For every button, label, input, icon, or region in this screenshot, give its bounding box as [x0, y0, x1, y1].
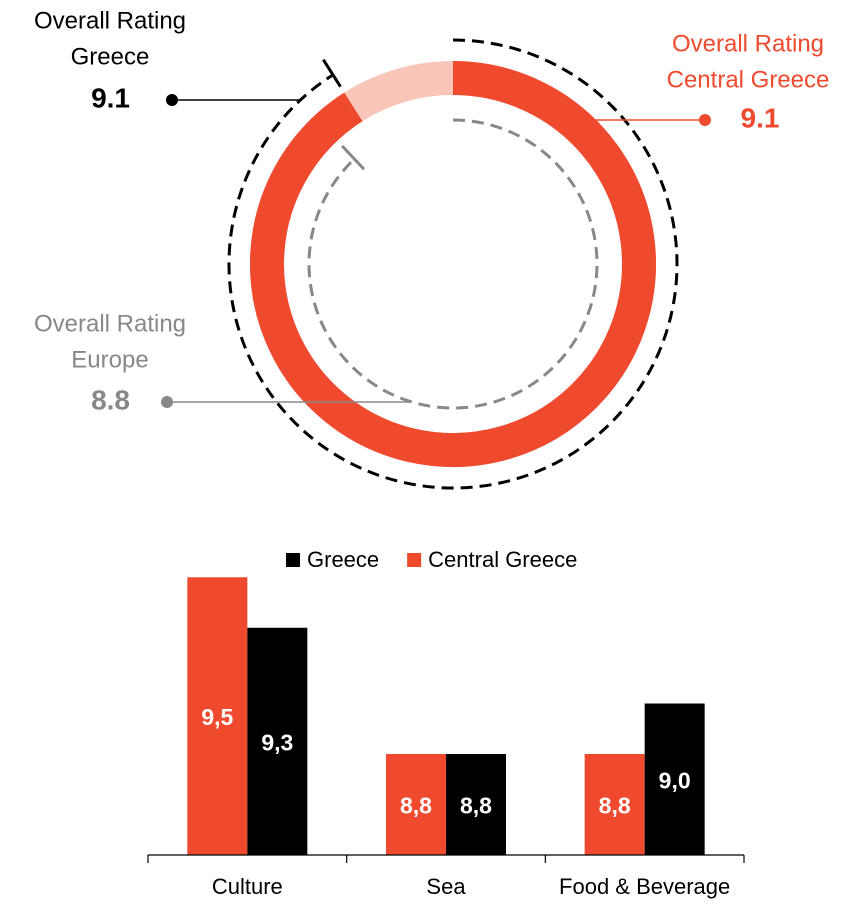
bar-value-label: 8,8 — [400, 793, 432, 819]
bar — [386, 754, 446, 855]
annotation-value: 8.8 — [91, 384, 130, 415]
legend-swatch — [286, 553, 300, 567]
annotation-label: Greece — [71, 43, 150, 70]
annotation-value: 9.1 — [741, 102, 780, 133]
legend-swatch — [407, 553, 422, 567]
annotation-dot — [699, 114, 711, 126]
bar-value-label: 8,8 — [599, 793, 631, 819]
gauge-end-tick — [341, 144, 366, 171]
bar — [247, 627, 308, 855]
annotation-label: Overall Rating — [672, 30, 824, 57]
annotation-label: Europe — [71, 346, 148, 373]
bar — [446, 754, 506, 855]
annotation-dot — [161, 396, 173, 408]
gauge-arc — [307, 118, 599, 410]
bar-value-label: 9,5 — [201, 704, 233, 730]
bar — [584, 754, 645, 855]
gauge-arc — [227, 38, 679, 490]
gauge-arc — [250, 61, 656, 467]
annotation-dot — [166, 94, 178, 106]
x-tick-label: Sea — [426, 874, 466, 899]
annotation-label: Central Greece — [667, 66, 830, 93]
x-tick-label: Food & Beverage — [559, 874, 730, 899]
bar — [187, 577, 248, 855]
bar-value-label: 9,3 — [261, 729, 293, 755]
gauge-end-tick — [322, 58, 342, 88]
bar-value-label: 9,0 — [659, 767, 691, 793]
annotation-label: Overall Rating — [34, 310, 186, 337]
annotation-label: Overall Rating — [34, 7, 186, 34]
legend-label: Central Greece — [428, 547, 577, 572]
annotation-value: 9.1 — [91, 82, 130, 113]
bar-value-label: 8,8 — [460, 793, 492, 819]
x-tick-label: Culture — [212, 874, 283, 899]
legend-label: Greece — [307, 547, 379, 572]
bar — [644, 703, 705, 855]
